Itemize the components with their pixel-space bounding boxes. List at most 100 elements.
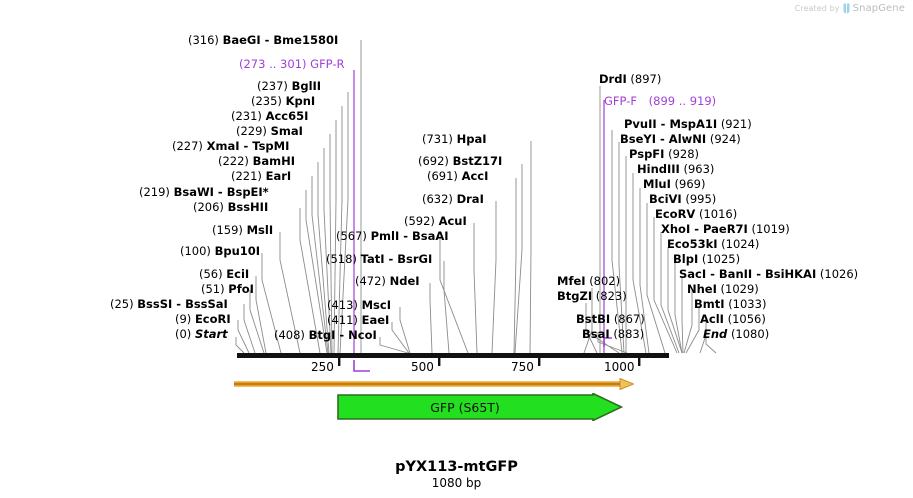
site-label-bsshii[interactable]: (206) BssHII	[193, 201, 268, 213]
site-label-start[interactable]: (0) Start	[175, 328, 228, 340]
site-position: (235)	[251, 94, 282, 108]
site-label-bcivi[interactable]: BciVI (995)	[649, 193, 716, 205]
site-label-bsssi-bsssai[interactable]: (25) BssSI - BssSaI	[110, 298, 228, 310]
site-label-btgi-ncoi[interactable]: (408) BtgI - NcoI	[274, 329, 377, 341]
site-position: (0)	[175, 327, 192, 341]
site-label-bseyi-alwni[interactable]: BseYI - AlwNI (924)	[620, 133, 741, 145]
site-label-bstbi[interactable]: BstBI (867)	[576, 313, 645, 325]
primer-label-gfp-f[interactable]: GFP-F (899 .. 919)	[604, 95, 716, 107]
site-label-pmli-bsaai[interactable]: (567) PmlI - BsaAI	[336, 230, 449, 242]
site-label-kpni[interactable]: (235) KpnI	[251, 95, 315, 107]
site-label-bpu10i[interactable]: (100) Bpu10I	[180, 245, 260, 257]
site-label-msli[interactable]: (159) MslI	[212, 224, 273, 236]
site-label-ecii[interactable]: (56) EciI	[199, 268, 249, 280]
site-position: (692)	[418, 154, 449, 168]
site-label-acli[interactable]: AclI (1056)	[700, 313, 766, 325]
site-label-hpai[interactable]: (731) HpaI	[422, 133, 487, 145]
ruler-tick-label-500: 500	[411, 360, 434, 374]
site-position: (691)	[427, 169, 458, 183]
site-enzyme: BlpI	[673, 252, 699, 266]
site-enzyme: Bpu10I	[214, 244, 261, 258]
site-position: (802)	[589, 274, 621, 288]
site-label-hindiii[interactable]: HindIII (963)	[637, 163, 714, 175]
site-label-eari[interactable]: (221) EarI	[231, 170, 291, 182]
primer-range: (273 .. 301)	[239, 57, 307, 71]
site-label-nhei[interactable]: NheI (1029)	[687, 283, 759, 295]
site-position: (867)	[613, 312, 645, 326]
site-label-msci[interactable]: (413) MscI	[327, 299, 391, 311]
site-enzyme: MluI	[643, 177, 671, 191]
backbone-span-arrow[interactable]	[234, 378, 634, 392]
site-position: (1056)	[727, 312, 766, 326]
site-label-xmai-tspmi[interactable]: (227) XmaI - TspMI	[172, 140, 289, 152]
site-position: (1019)	[751, 222, 790, 236]
site-enzyme: AclI	[700, 312, 724, 326]
site-position: (1026)	[819, 267, 859, 281]
primer-range: (899 .. 919)	[648, 94, 717, 108]
site-label-smai[interactable]: (229) SmaI	[236, 125, 303, 137]
site-label-ecori[interactable]: (9) EcoRI	[175, 313, 231, 325]
snapgene-leaf-icon	[843, 3, 850, 14]
ruler-backbone	[237, 353, 669, 358]
site-label-pspfi[interactable]: PspFI (928)	[629, 148, 699, 160]
watermark-brand-text: SnapGene	[852, 3, 905, 14]
site-position: (823)	[595, 289, 627, 303]
site-label-end[interactable]: End (1080)	[703, 328, 769, 340]
site-label-tati-bsrgi[interactable]: (518) TatI - BsrGI	[326, 253, 432, 265]
site-position: (921)	[720, 117, 752, 131]
site-position: (9)	[175, 312, 192, 326]
plasmid-title: pYX113-mtGFP	[395, 459, 518, 475]
site-position: (1025)	[701, 252, 741, 266]
site-enzyme: EciI	[226, 267, 250, 281]
site-label-pfoi[interactable]: (51) PfoI	[201, 283, 254, 295]
primer-label-gfp-r[interactable]: (273 .. 301) GFP-R	[239, 58, 345, 70]
site-position: (1029)	[720, 282, 759, 296]
site-label-mfei[interactable]: MfeI (802)	[557, 275, 620, 287]
gfp-feature-arrow[interactable]	[337, 393, 623, 421]
site-position: (1016)	[699, 207, 738, 221]
site-enzyme: SacI - BanII - BsiHKAI	[679, 267, 817, 281]
site-enzyme: BsaI	[582, 327, 610, 341]
site-enzyme: BtgI - NcoI	[308, 328, 377, 342]
site-label-btgzi[interactable]: BtgZI (823)	[557, 290, 627, 302]
site-label-bmti[interactable]: BmtI (1033)	[694, 298, 766, 310]
site-label-drai[interactable]: (632) DraI	[422, 193, 484, 205]
site-position: (413)	[327, 298, 358, 312]
site-label-ndei[interactable]: (472) NdeI	[355, 275, 420, 287]
site-enzyme: Start	[194, 327, 228, 341]
site-enzyme: PvuII - MspA1I	[624, 117, 718, 131]
site-label-bamhi[interactable]: (222) BamHI	[218, 155, 295, 167]
site-label-pvuii-mspa1i[interactable]: PvuII - MspA1I (921)	[624, 118, 752, 130]
site-position: (206)	[193, 200, 224, 214]
site-enzyme: XmaI - TspMI	[206, 139, 290, 153]
site-label-bsai[interactable]: BsaI (883)	[582, 328, 644, 340]
site-label-xhoi-paer7i[interactable]: XhoI - PaeR7I (1019)	[661, 223, 790, 235]
site-label-ecorv[interactable]: EcoRV (1016)	[655, 208, 737, 220]
site-label-saci-banii-bsihkai[interactable]: SacI - BanII - BsiHKAI (1026)	[679, 268, 858, 280]
site-position: (231)	[231, 109, 262, 123]
site-label-bglii[interactable]: (237) BglII	[257, 80, 321, 92]
site-label-drdi[interactable]: DrdI (897)	[599, 73, 661, 85]
site-label-eco53ki[interactable]: Eco53kI (1024)	[667, 238, 759, 250]
site-label-acc65i[interactable]: (231) Acc65I	[231, 110, 308, 122]
site-label-bstz17i[interactable]: (692) BstZ17I	[418, 155, 502, 167]
site-label-baegi-bme1580i[interactable]: (316) BaeGI - Bme1580I	[188, 34, 338, 46]
site-label-acci[interactable]: (691) AccI	[427, 170, 488, 182]
site-position: (632)	[422, 192, 453, 206]
site-enzyme: BseYI - AlwNI	[620, 132, 707, 146]
site-label-eaei[interactable]: (411) EaeI	[327, 314, 389, 326]
site-label-bsawi-bspei[interactable]: (219) BsaWI - BspEI*	[139, 186, 269, 198]
site-position: (221)	[231, 169, 262, 183]
site-label-blpi[interactable]: BlpI (1025)	[673, 253, 740, 265]
site-label-acui[interactable]: (592) AcuI	[404, 215, 467, 227]
site-position: (1080)	[730, 327, 770, 341]
site-position: (1033)	[728, 297, 767, 311]
site-enzyme: EcoRI	[194, 312, 231, 326]
site-enzyme: End	[703, 327, 728, 341]
site-position: (567)	[336, 229, 367, 243]
site-position: (472)	[355, 274, 386, 288]
site-position: (518)	[326, 252, 357, 266]
site-label-mlui[interactable]: MluI (969)	[643, 178, 705, 190]
site-enzyme: BglII	[291, 79, 322, 93]
gfp-feature-label: GFP (S65T)	[430, 400, 500, 415]
